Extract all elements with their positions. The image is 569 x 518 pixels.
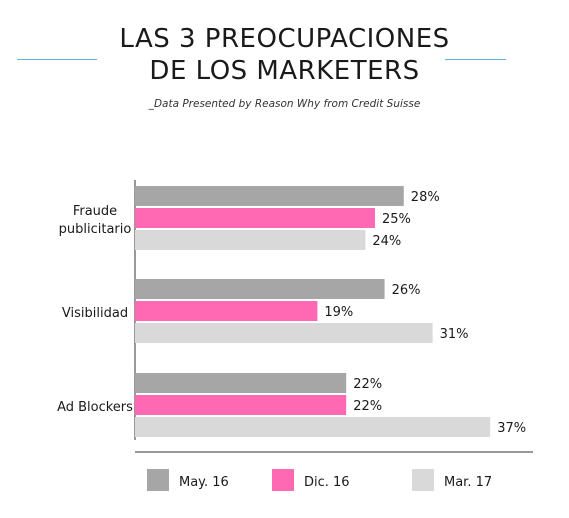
legend-swatch-may16	[147, 469, 169, 491]
data-label-1-series-1: 28%	[411, 190, 440, 205]
category-labels-group: Fraude publicitario Visibilidad Ad Blockers	[57, 204, 133, 415]
chart-subtitle: _Data Presented by Reason Why from Credi…	[148, 98, 421, 110]
bar-2-series-3	[135, 323, 433, 343]
chart-title-line-1: LAS 3 PREOCUPACIONES	[119, 24, 450, 54]
legend: May. 16 Dic. 16 Mar. 17	[0, 467, 569, 493]
bar-2-series-2	[135, 301, 318, 321]
bar-3-series-1	[135, 373, 347, 393]
category-label-1-line-2: publicitario	[59, 222, 132, 237]
legend-item-may16: May. 16	[147, 467, 229, 493]
bar-3-series-3	[135, 417, 491, 437]
bar-1-series-3	[135, 230, 366, 250]
legend-label-dic16: Dic. 16	[304, 474, 350, 490]
title-rule-right	[445, 59, 506, 60]
bar-1-series-1	[135, 186, 404, 206]
data-label-2-series-1: 26%	[392, 283, 421, 298]
legend-label-may16: May. 16	[179, 474, 229, 490]
legend-item-dic16: Dic. 16	[272, 467, 350, 493]
category-label-3-line-1: Ad Blockers	[57, 400, 133, 415]
data-label-3-series-3: 37%	[497, 421, 526, 436]
category-label-1-line-1: Fraude	[73, 204, 117, 219]
data-label-1-series-2: 25%	[382, 212, 411, 227]
legend-swatch-mar17	[412, 469, 434, 491]
legend-label-mar17: Mar. 17	[444, 474, 493, 490]
data-label-1-series-3: 24%	[372, 234, 401, 249]
category-label-2-line-1: Visibilidad	[62, 306, 128, 321]
data-label-2-series-2: 19%	[324, 305, 353, 320]
legend-item-mar17: Mar. 17	[412, 467, 492, 493]
bars-group: 28%25% 24% 26% 19% 31% 22% 22% 37%	[135, 186, 526, 437]
data-label-3-series-2: 22%	[353, 399, 382, 414]
data-label-3-series-1: 22%	[353, 377, 382, 392]
title-rule-left	[17, 59, 97, 60]
legend-swatch-dic16	[272, 469, 294, 491]
bar-1-series-2	[135, 208, 375, 228]
chart-title-line-2: DE LOS MARKETERS	[149, 56, 420, 86]
bar-3-series-2	[135, 395, 347, 415]
bar-2-series-1	[135, 279, 385, 299]
data-label-2-series-3: 31%	[440, 327, 469, 342]
